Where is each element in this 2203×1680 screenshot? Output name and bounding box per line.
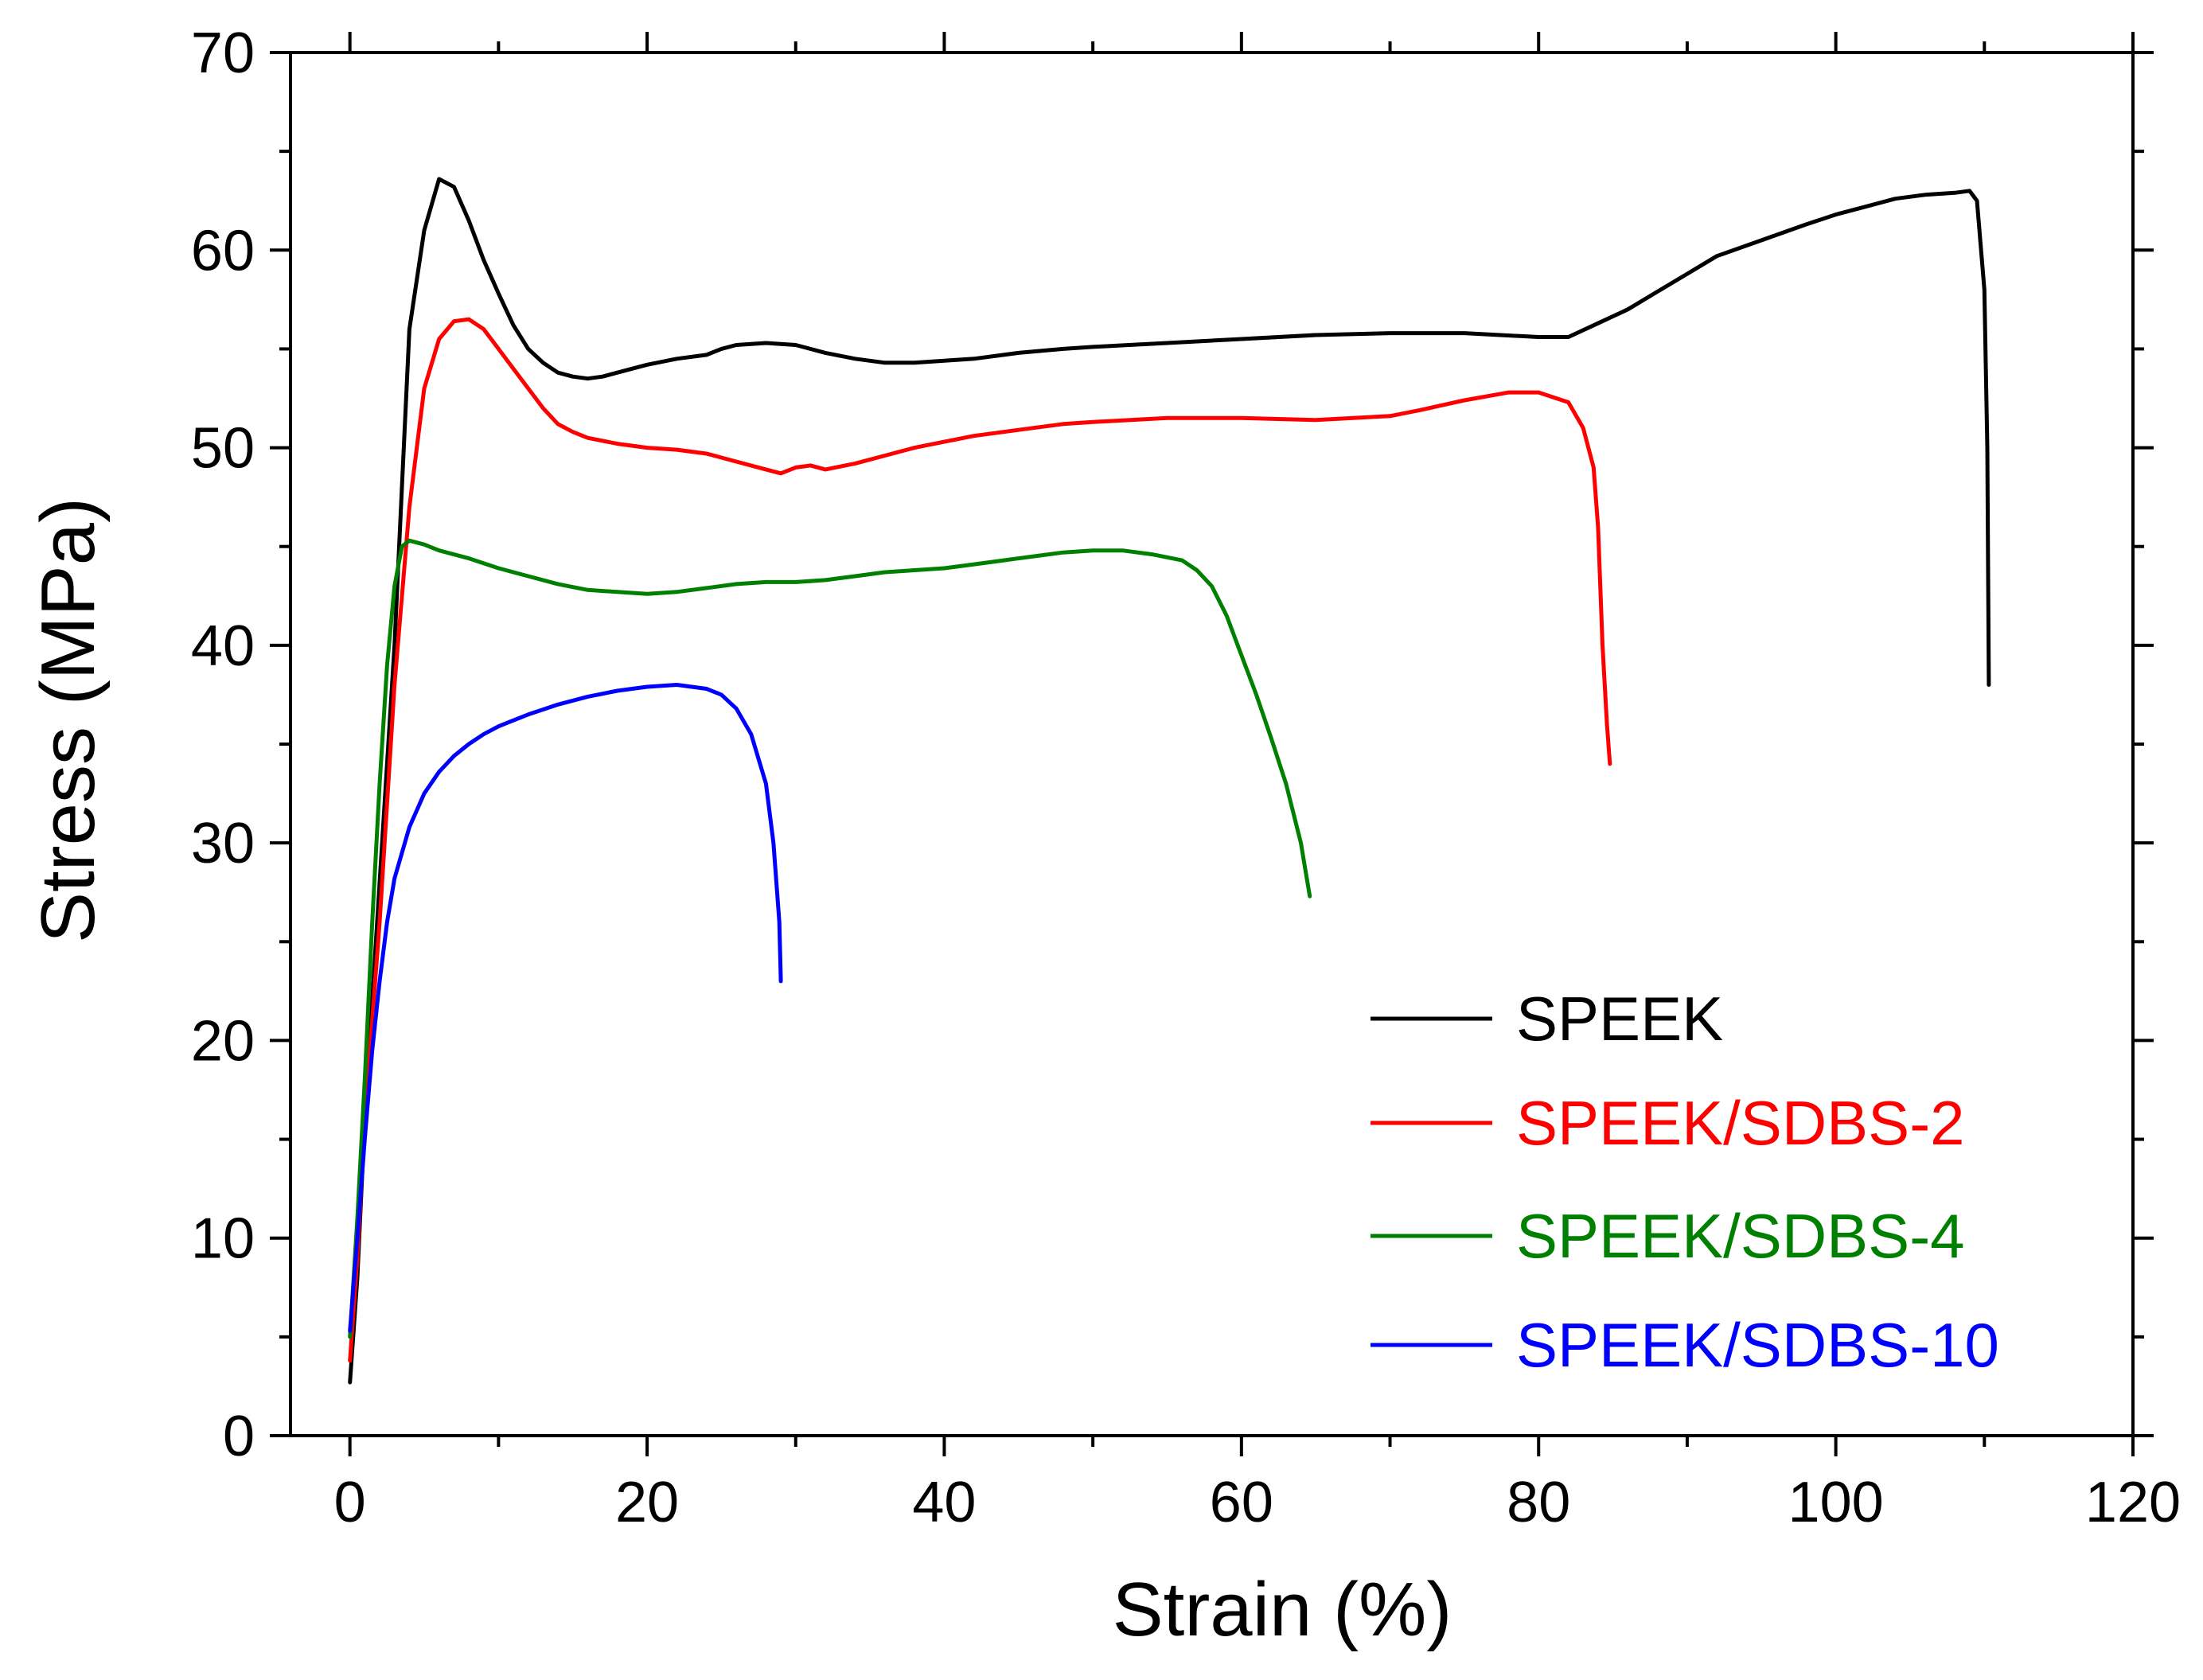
y-tick-label: 60 xyxy=(191,219,255,283)
x-tick-label: 80 xyxy=(1507,1471,1570,1534)
x-tick-label: 0 xyxy=(334,1471,366,1534)
x-axis-title: Strain (%) xyxy=(1113,1567,1452,1652)
y-axis-title: Stress (MPa) xyxy=(25,497,111,943)
legend: SPEEK SPEEK/SDBS-2 SPEEK/SDBS-4 SPEEK/SDBS-… xyxy=(1371,984,1999,1380)
series-line-speek-sdbs-2 xyxy=(348,317,1612,1363)
legend-label-speek-sdbs-2: SPEEK/SDBS-2 xyxy=(1516,1088,1965,1158)
series-line-speek-sdbs-10 xyxy=(348,683,783,1333)
y-tick-label: 0 xyxy=(223,1405,255,1468)
legend-label-speek-sdbs-4: SPEEK/SDBS-4 xyxy=(1516,1201,1965,1271)
legend-label-speek-sdbs-10: SPEEK/SDBS-10 xyxy=(1516,1310,1999,1380)
series-line-speek xyxy=(348,177,1991,1385)
y-tick-label: 20 xyxy=(191,1009,255,1073)
y-tick-label: 40 xyxy=(191,614,255,678)
series-line-speek-sdbs-4 xyxy=(348,538,1312,1339)
axes-group: 0 20 40 60 80 100 120 0 10 20 30 40 50 60 70 xyxy=(191,21,2181,1534)
x-tick-label: 20 xyxy=(615,1471,679,1534)
x-tick-label: 40 xyxy=(912,1471,976,1534)
x-tick-label: 100 xyxy=(1788,1471,1884,1534)
y-tick-label: 50 xyxy=(191,417,255,481)
y-tick-label: 10 xyxy=(191,1207,255,1271)
legend-label-speek: SPEEK xyxy=(1516,984,1723,1054)
x-tick-label: 120 xyxy=(2085,1471,2181,1534)
x-tick-label: 60 xyxy=(1210,1471,1273,1534)
y-tick-label: 70 xyxy=(191,21,255,85)
y-tick-label: 30 xyxy=(191,812,255,875)
plot-series-group xyxy=(348,177,1991,1385)
